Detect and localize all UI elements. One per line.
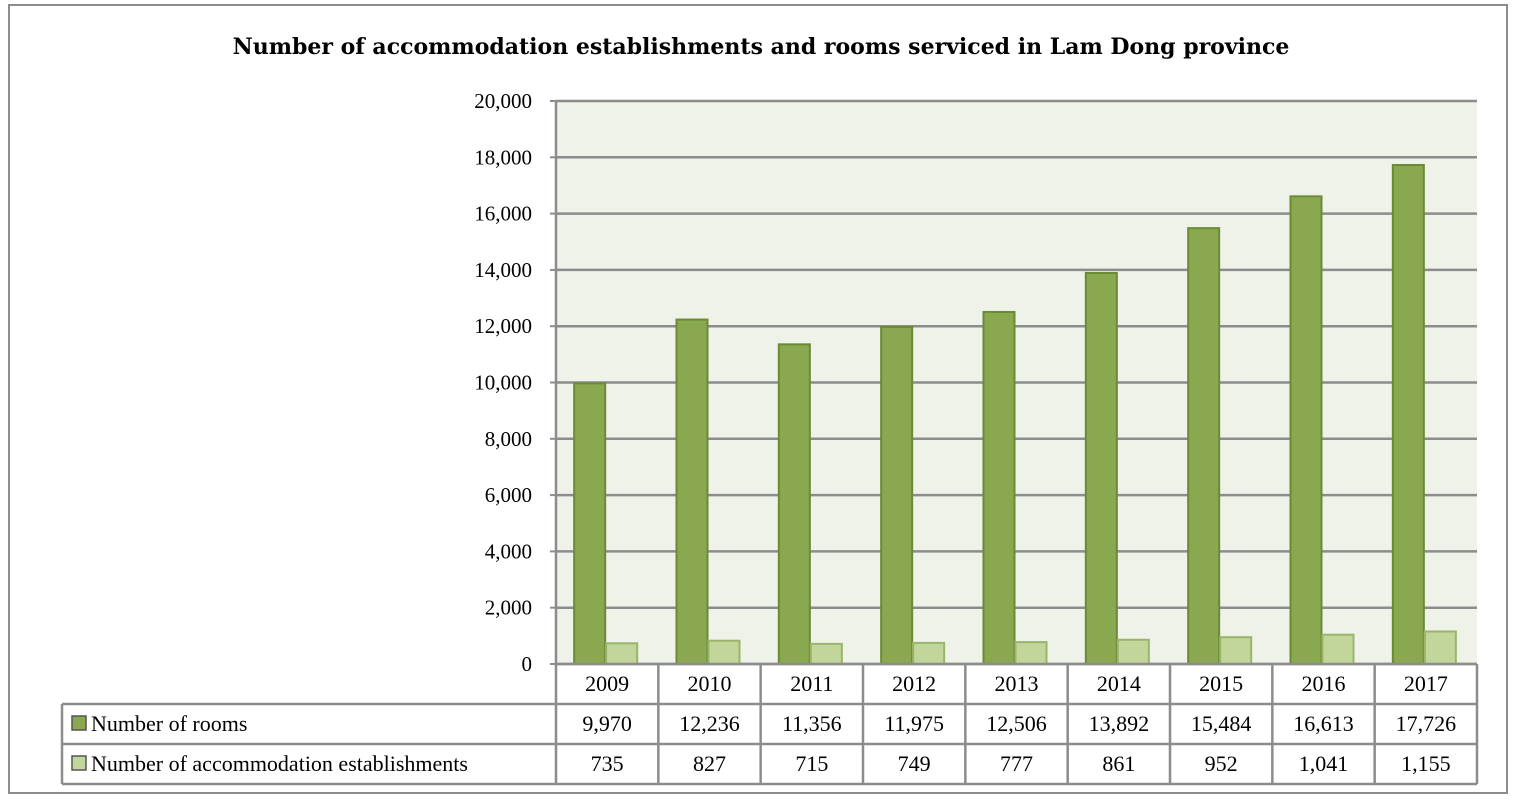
data-label: 13,892 [1089, 711, 1150, 736]
legend-swatch [71, 755, 87, 771]
data-label: 11,356 [782, 711, 842, 736]
bar-rooms [982, 310, 1016, 665]
bar-rooms [573, 382, 607, 665]
bar-rooms [1084, 271, 1118, 665]
bar-establishments [1116, 638, 1150, 666]
bar-establishments [1219, 636, 1253, 665]
bar-rooms [880, 325, 914, 665]
y-tick-label: 20,000 [474, 89, 532, 113]
data-label: 12,236 [679, 711, 740, 736]
y-tick-label: 14,000 [474, 258, 532, 282]
y-tick-label: 16,000 [474, 202, 532, 226]
series-name: Number of accommodation establishments [91, 751, 468, 776]
bar-rooms [1391, 164, 1425, 666]
x-tick-label: 2011 [790, 671, 833, 696]
x-tick-label: 2017 [1404, 671, 1448, 696]
y-tick-label: 18,000 [474, 145, 532, 169]
data-label: 749 [898, 751, 931, 776]
x-tick-label: 2014 [1097, 671, 1141, 696]
chart-title: Number of accommodation establishments a… [233, 34, 1290, 60]
bar-establishments [809, 642, 843, 665]
y-tick-label: 12,000 [474, 314, 532, 338]
data-label: 735 [591, 751, 624, 776]
data-label: 9,970 [582, 711, 632, 736]
bar-establishments [1014, 641, 1048, 665]
legend-swatch [71, 715, 87, 731]
bar-establishments [1321, 633, 1355, 666]
chart-frame: Number of accommodation establishments a… [8, 4, 1508, 794]
data-label: 12,506 [986, 711, 1047, 736]
y-tick-label: 6,000 [485, 483, 532, 507]
data-label: 952 [1205, 751, 1238, 776]
data-label: 16,613 [1293, 711, 1354, 736]
data-label: 1,041 [1299, 751, 1349, 776]
data-label: 15,484 [1191, 711, 1252, 736]
bar-establishments [1423, 630, 1457, 666]
chart-svg: Number of accommodation establishments a… [60, 34, 1479, 786]
y-tick-label: 10,000 [474, 371, 532, 395]
data-label: 861 [1102, 751, 1135, 776]
y-tick-label: 2,000 [485, 596, 532, 620]
data-label: 1,155 [1401, 751, 1451, 776]
y-tick-label: 8,000 [485, 427, 532, 451]
bar-rooms [1289, 195, 1323, 665]
x-tick-label: 2010 [688, 671, 732, 696]
y-tick-label: 4,000 [485, 539, 532, 563]
data-label: 11,975 [884, 711, 944, 736]
x-tick-label: 2016 [1302, 671, 1346, 696]
bar-establishments [912, 641, 946, 665]
bar-rooms [1187, 227, 1221, 665]
y-axis: 0 2,000 4,000 6,000 8,000 10,000 12,000 14,000 1… [474, 89, 558, 676]
data-table: 2009 2010 2011 2012 2013 2014 2015 2016 2017 Numb… [60, 662, 1479, 786]
bar-establishments [605, 642, 639, 666]
series-name: Number of rooms [91, 711, 247, 736]
data-label: 827 [693, 751, 726, 776]
bar-rooms [777, 343, 811, 665]
x-tick-label: 2015 [1199, 671, 1243, 696]
grid-lines [556, 99, 1477, 666]
bars [573, 164, 1457, 666]
x-tick-label: 2009 [585, 671, 629, 696]
x-tick-label: 2013 [995, 671, 1039, 696]
bar-rooms [675, 318, 709, 665]
data-label: 777 [1000, 751, 1033, 776]
bar-establishments [707, 639, 741, 666]
data-label: 17,726 [1396, 711, 1457, 736]
data-label: 715 [795, 751, 828, 776]
x-tick-label: 2012 [892, 671, 936, 696]
y-tick-label: 0 [522, 652, 533, 676]
